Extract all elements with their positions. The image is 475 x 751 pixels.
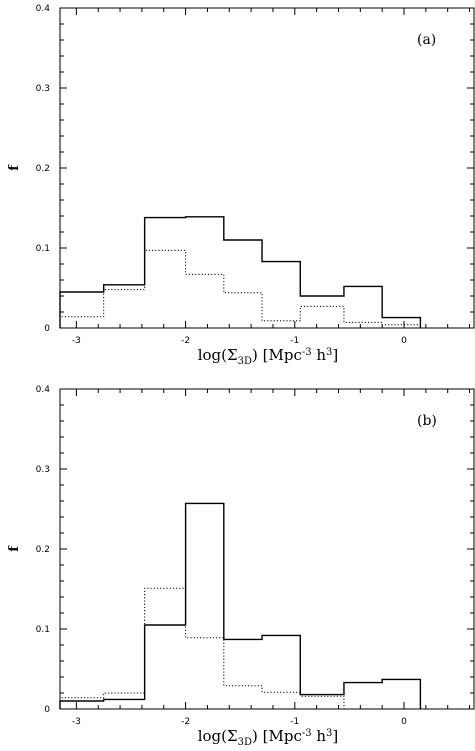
histogram-bin-solid-6	[262, 262, 300, 328]
histogram-bin-solid-8	[344, 286, 382, 328]
histogram-bin-dotted-7	[300, 696, 344, 709]
x-tick-label: 0	[401, 717, 407, 727]
x-tick-label: 0	[401, 336, 407, 346]
y-tick-label: 0.1	[36, 625, 50, 635]
x-axis-label: log(Σ3D) [Mpc-3 h3]	[198, 727, 339, 748]
x-tick-label: -1	[290, 336, 299, 346]
y-tick-label: 0.2	[36, 545, 50, 555]
x-tick-label: -3	[72, 336, 81, 346]
panel-label: (b)	[417, 413, 437, 429]
histogram-solid-line	[59, 502, 422, 709]
histogram-bin-dotted-8	[344, 322, 382, 328]
histogram-bin-solid-4	[186, 217, 224, 328]
histogram-bin-dotted-2	[104, 693, 145, 709]
y-tick-label: 0	[44, 705, 50, 715]
histogram-bin-solid-9	[382, 679, 420, 709]
histogram-bin-dotted-1	[60, 317, 104, 328]
histogram-bin-solid-1	[60, 701, 104, 709]
histogram-bin-solid-6	[262, 635, 300, 709]
x-axis-label-part: log(Σ	[198, 727, 238, 745]
histogram-bin-dotted-2	[104, 290, 145, 328]
histogram-bin-dotted-5	[224, 293, 262, 328]
histogram-bin-dotted-1	[60, 698, 104, 709]
histogram-bin-solid-7	[300, 296, 344, 328]
y-tick-label: 0.2	[36, 164, 50, 174]
plot-frame	[59, 7, 475, 329]
x-axis-label-part: )	[252, 346, 258, 364]
x-axis-label-part: 3	[326, 347, 332, 358]
x-axis-label-part: )	[252, 727, 258, 745]
histogram-bin-solid-2	[104, 285, 145, 328]
x-tick-label: -2	[181, 717, 190, 727]
y-tick-label: 0.3	[36, 84, 50, 94]
histogram-dotted-line	[59, 587, 421, 710]
y-tick-label: 0	[44, 324, 50, 334]
x-axis-label-part: -3	[302, 728, 312, 739]
histogram-panel-1: 0 0.1 0.2 0.3 0.4 -3 -2 -1 0 (a) f log(Σ3D) [Mpc-3 …	[7, 4, 475, 367]
x-tick-label: -2	[181, 336, 190, 346]
histogram-bin-solid-8	[344, 683, 382, 709]
histogram-panel-2: 0 0.1 0.2 0.3 0.4 -3 -2 -1 0 (b) f log(Σ3D) [Mpc-3 …	[7, 385, 475, 748]
x-axis-label-part: 3D	[238, 356, 252, 367]
x-axis-label-part: 3D	[238, 737, 252, 748]
y-tick-label: 0.4	[36, 385, 51, 395]
histogram-bin-solid-3	[145, 218, 186, 328]
histogram-bin-dotted-7	[300, 306, 344, 328]
histogram-bin-dotted-3	[145, 250, 186, 328]
x-axis-label-part: h	[312, 727, 327, 745]
histogram-bin-solid-5	[224, 639, 262, 709]
plot-frame	[59, 388, 475, 710]
x-axis-label-part: log(Σ	[198, 346, 238, 364]
y-axis-label: f	[7, 164, 22, 171]
y-tick-label: 0.4	[36, 4, 51, 14]
y-axis-label: f	[7, 545, 22, 552]
histogram-bin-solid-3	[145, 625, 186, 709]
histogram-bin-dotted-3	[145, 588, 186, 709]
x-axis-label-part: h	[312, 346, 327, 364]
panel-label: (a)	[417, 32, 436, 48]
histogram-bin-solid-7	[300, 695, 344, 709]
histogram-bin-dotted-4	[186, 274, 224, 328]
histogram-bin-solid-1	[60, 292, 104, 328]
histogram-bin-solid-4	[186, 503, 224, 709]
y-tick-label: 0.3	[36, 465, 50, 475]
x-axis-label-part: [Mpc	[263, 346, 302, 364]
x-axis-label-part: 3	[326, 728, 332, 739]
histogram-bin-solid-2	[104, 699, 145, 709]
histogram-dotted-line	[59, 249, 421, 328]
histogram-bin-dotted-4	[186, 638, 224, 709]
histogram-bin-solid-9	[382, 318, 420, 328]
histogram-solid-line	[59, 216, 422, 328]
x-tick-label: -3	[72, 717, 81, 727]
x-axis-label: log(Σ3D) [Mpc-3 h3]	[198, 346, 339, 367]
y-tick-label: 0.1	[36, 244, 50, 254]
x-axis-label-part: -3	[302, 347, 312, 358]
x-tick-label: -1	[290, 717, 299, 727]
histogram-bin-solid-5	[224, 240, 262, 328]
x-axis-label-part: [Mpc	[263, 727, 302, 745]
x-axis-label-part: ]	[332, 346, 338, 364]
x-axis-label-part: ]	[332, 727, 338, 745]
